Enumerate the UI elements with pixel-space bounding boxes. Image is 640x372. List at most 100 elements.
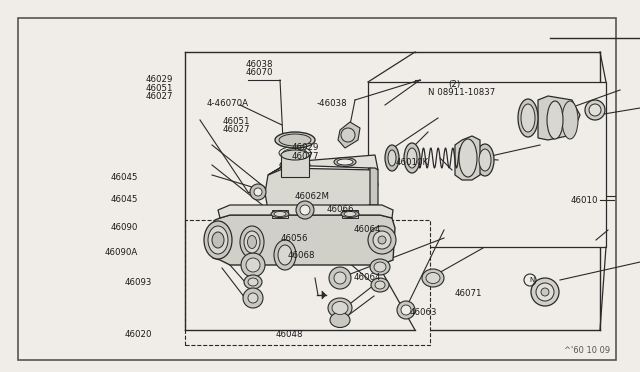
Ellipse shape (280, 159, 310, 171)
Ellipse shape (374, 262, 386, 272)
Polygon shape (268, 155, 378, 175)
Circle shape (368, 226, 396, 254)
Ellipse shape (212, 232, 224, 248)
Ellipse shape (244, 275, 262, 289)
Text: 46029: 46029 (291, 143, 319, 152)
Ellipse shape (385, 145, 399, 171)
Circle shape (589, 104, 601, 116)
Ellipse shape (337, 159, 353, 165)
Ellipse shape (281, 150, 309, 160)
Text: 46010: 46010 (571, 196, 598, 205)
Circle shape (243, 288, 263, 308)
Circle shape (397, 301, 415, 319)
Text: 46010K: 46010K (396, 158, 429, 167)
Text: 4-46070A: 4-46070A (206, 99, 248, 108)
Ellipse shape (422, 269, 444, 287)
Ellipse shape (271, 211, 289, 218)
Bar (185, 220, 430, 345)
Ellipse shape (404, 143, 420, 173)
Text: 46063: 46063 (410, 308, 437, 317)
Text: 46064: 46064 (354, 273, 381, 282)
Ellipse shape (244, 231, 260, 253)
Circle shape (246, 258, 260, 272)
Ellipse shape (547, 101, 563, 139)
Circle shape (250, 184, 266, 200)
Circle shape (536, 283, 554, 301)
Text: 46066: 46066 (326, 205, 354, 214)
Ellipse shape (370, 259, 390, 275)
Bar (368, 82, 606, 247)
Ellipse shape (275, 132, 315, 148)
Bar (281, 155, 309, 177)
Text: N 08911-10837: N 08911-10837 (428, 88, 495, 97)
Ellipse shape (283, 160, 307, 170)
Text: 46062M: 46062M (294, 192, 330, 201)
Text: 46027: 46027 (146, 92, 173, 101)
Text: 46056: 46056 (280, 234, 308, 243)
Text: N: N (529, 277, 534, 283)
Polygon shape (210, 215, 395, 265)
Text: 46051: 46051 (223, 117, 250, 126)
Ellipse shape (330, 312, 350, 327)
Circle shape (300, 205, 310, 215)
Text: 46090: 46090 (110, 223, 138, 232)
Ellipse shape (341, 211, 359, 218)
Ellipse shape (274, 212, 286, 217)
Text: 46077: 46077 (291, 152, 319, 161)
Ellipse shape (426, 273, 440, 283)
Ellipse shape (476, 144, 494, 176)
Polygon shape (218, 205, 393, 218)
Circle shape (334, 272, 346, 284)
Polygon shape (370, 168, 378, 205)
Ellipse shape (240, 226, 264, 258)
Circle shape (296, 201, 314, 219)
Ellipse shape (518, 99, 538, 137)
Circle shape (373, 231, 391, 249)
Circle shape (329, 267, 351, 289)
Ellipse shape (375, 281, 385, 289)
Ellipse shape (562, 101, 578, 139)
Ellipse shape (521, 104, 535, 132)
Ellipse shape (344, 212, 356, 217)
Ellipse shape (274, 240, 296, 270)
Ellipse shape (248, 235, 257, 248)
Ellipse shape (371, 278, 389, 292)
Text: 46064: 46064 (354, 225, 381, 234)
Ellipse shape (208, 226, 228, 254)
Ellipse shape (248, 278, 258, 286)
Circle shape (378, 236, 386, 244)
Circle shape (541, 288, 549, 296)
Circle shape (241, 253, 265, 277)
Text: 46093: 46093 (125, 278, 152, 287)
Text: 46045: 46045 (110, 195, 138, 204)
Ellipse shape (459, 139, 477, 177)
Polygon shape (338, 122, 360, 148)
Polygon shape (265, 168, 378, 215)
Text: 46045: 46045 (110, 173, 138, 182)
Text: 46048: 46048 (275, 330, 303, 339)
Polygon shape (538, 96, 580, 140)
Text: 46038: 46038 (246, 60, 273, 69)
Circle shape (254, 188, 262, 196)
Text: 46068: 46068 (288, 251, 316, 260)
Text: 46029: 46029 (146, 76, 173, 84)
Ellipse shape (328, 298, 352, 318)
Circle shape (401, 305, 411, 315)
Ellipse shape (407, 148, 417, 168)
Ellipse shape (204, 221, 232, 259)
Text: 46090A: 46090A (104, 248, 138, 257)
Circle shape (585, 100, 605, 120)
Circle shape (531, 278, 559, 306)
Ellipse shape (479, 149, 491, 171)
Bar (272, 210, 288, 218)
Polygon shape (322, 291, 326, 299)
Text: (2): (2) (448, 80, 460, 89)
Text: -46038: -46038 (316, 99, 347, 108)
Ellipse shape (279, 147, 311, 160)
Text: 46020: 46020 (125, 330, 152, 339)
Text: 46027: 46027 (223, 125, 250, 134)
Ellipse shape (278, 245, 292, 265)
Text: ^'60 10 09: ^'60 10 09 (564, 346, 610, 355)
Text: 46070: 46070 (246, 68, 273, 77)
Ellipse shape (279, 134, 311, 146)
